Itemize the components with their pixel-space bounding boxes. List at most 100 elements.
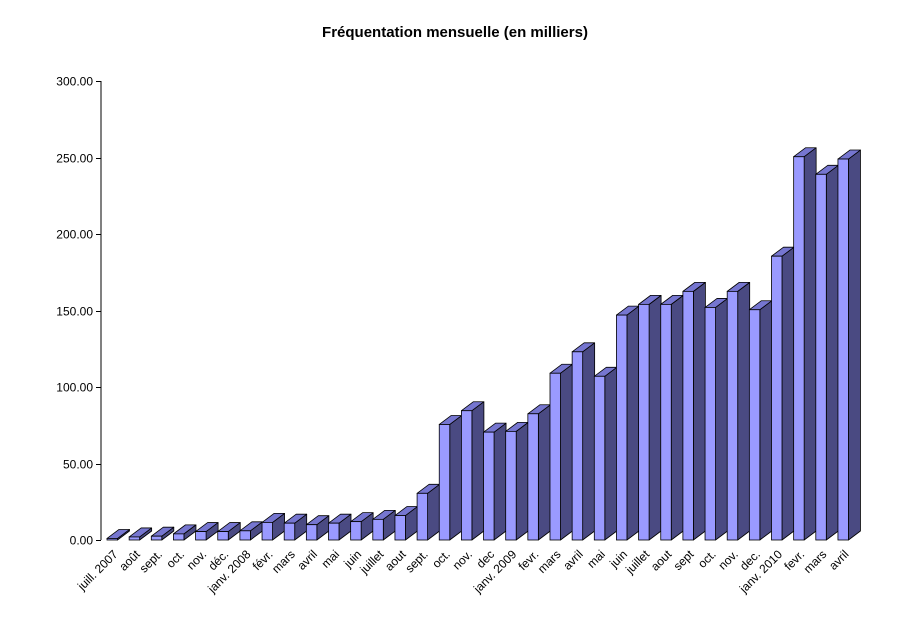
- y-tick-label: 0.00: [70, 534, 94, 548]
- bar-side-face: [626, 305, 640, 541]
- bar: [239, 521, 263, 541]
- bar: [460, 401, 485, 541]
- bar-front-face: [195, 531, 207, 541]
- bar-front-face: [505, 430, 517, 541]
- bar: [571, 342, 596, 541]
- y-tick-label: 50.00: [63, 458, 93, 472]
- x-tick-label: nov.: [184, 547, 209, 572]
- x-tick-label: janv. 2008: [204, 547, 253, 596]
- bar: [704, 298, 728, 541]
- bar: [527, 404, 551, 541]
- bar-front-face: [328, 522, 340, 541]
- x-tick-label: oct.: [163, 547, 187, 571]
- x-tick-label: juillet: [622, 547, 652, 577]
- bar-front-face: [682, 290, 694, 541]
- x-tick-label: janv. 2010: [736, 547, 785, 596]
- x-tick-label: nov.: [450, 547, 475, 572]
- bar-side-face: [825, 164, 839, 541]
- bar-front-face: [416, 492, 429, 541]
- bar-front-face: [283, 522, 296, 541]
- y-tick-label: 300.00: [56, 75, 93, 89]
- bar-front-face: [726, 290, 739, 541]
- bar-front-face: [350, 521, 362, 541]
- bar-side-face: [471, 401, 485, 541]
- bar: [217, 522, 241, 541]
- bar: [726, 281, 751, 541]
- bar: [350, 512, 374, 541]
- bar-side-face: [670, 294, 684, 541]
- bar-side-face: [848, 149, 861, 541]
- bar-front-face: [372, 518, 384, 541]
- bar-side-face: [693, 281, 706, 541]
- bar: [305, 515, 330, 541]
- bar: [682, 281, 706, 541]
- bar-front-face: [217, 531, 229, 541]
- bar: [771, 246, 795, 541]
- bar-side-face: [537, 404, 551, 541]
- bar-front-face: [549, 372, 561, 541]
- bar: [372, 509, 396, 541]
- bar: [593, 366, 618, 541]
- bar-front-face: [837, 158, 849, 541]
- x-tick-label: sept.: [137, 547, 165, 575]
- bar: [505, 421, 529, 541]
- bar: [394, 506, 418, 541]
- x-tick-label: mars: [535, 547, 564, 576]
- bar: [328, 513, 352, 541]
- bar: [660, 294, 684, 541]
- bar-front-face: [173, 533, 185, 541]
- bar-side-face: [493, 422, 507, 541]
- x-tick-label: oct.: [695, 547, 719, 571]
- bar: [438, 415, 463, 541]
- bar-front-face: [704, 307, 716, 541]
- bar: [616, 305, 640, 541]
- bars-group: [106, 147, 861, 541]
- y-tick-label: 250.00: [56, 152, 93, 166]
- bar: [128, 527, 153, 541]
- bar-front-face: [793, 156, 805, 541]
- bar-front-face: [128, 536, 141, 541]
- bar-front-face: [239, 530, 251, 541]
- bar-front-face: [771, 255, 783, 541]
- bar-side-face: [560, 363, 573, 541]
- bar-side-face: [803, 147, 817, 541]
- bar: [416, 483, 441, 541]
- bar: [748, 300, 773, 541]
- x-tick-label: janv. 2009: [470, 547, 519, 596]
- bar-front-face: [616, 314, 628, 541]
- bar-side-face: [648, 294, 662, 541]
- bar-side-face: [515, 421, 529, 541]
- y-axis: 0.00 50.00 100.00 150.00 200.00 250.00 300.00: [56, 75, 102, 548]
- bar: [483, 422, 507, 541]
- bar-side-face: [427, 483, 441, 541]
- bar: [837, 149, 861, 541]
- bar-front-face: [815, 173, 827, 541]
- bar-front-face: [261, 522, 273, 541]
- bar: [638, 294, 662, 541]
- x-tick-label: sept: [671, 547, 697, 573]
- bar-side-face: [604, 366, 618, 541]
- bar-front-face: [571, 351, 584, 541]
- bar: [150, 526, 175, 541]
- y-tick-label: 200.00: [56, 228, 93, 242]
- x-tick-label: mai: [584, 547, 608, 571]
- x-tick-label: août: [116, 547, 143, 574]
- y-tick-label: 100.00: [56, 381, 93, 395]
- x-tick-label: nov.: [716, 547, 741, 572]
- bar-side-face: [737, 281, 751, 541]
- x-tick-label: aout: [648, 547, 675, 574]
- bar-front-face: [394, 515, 406, 541]
- bar-front-face: [438, 424, 451, 541]
- bar-side-face: [759, 300, 773, 541]
- x-tick-label: avril: [826, 547, 851, 572]
- bar: [106, 529, 130, 541]
- chart-title: Fréquentation mensuelle (en milliers): [322, 24, 588, 41]
- bar: [195, 522, 219, 541]
- bar-front-face: [460, 410, 473, 541]
- bar-front-face: [150, 535, 163, 541]
- x-tick-label: juillet: [356, 547, 386, 577]
- bar-front-face: [660, 303, 672, 541]
- bar-front-face: [748, 309, 761, 541]
